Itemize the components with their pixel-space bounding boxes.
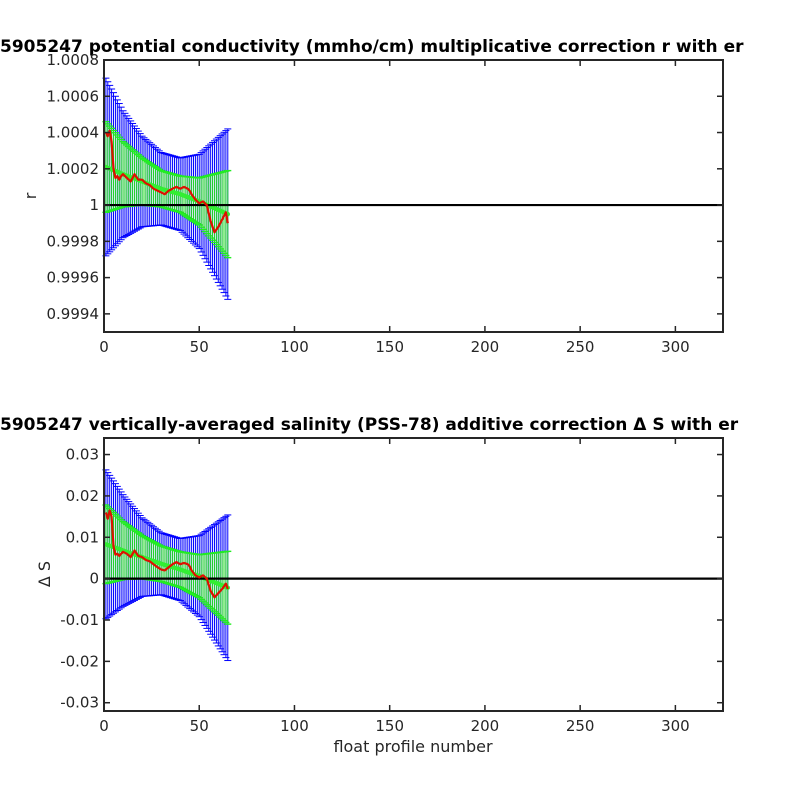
chart-bottom-frame (103, 437, 724, 712)
chart-top-ytick-label: 0.9996 (47, 269, 100, 287)
chart-top-ytick-label: 1.0006 (47, 87, 100, 105)
chart-bottom-xtick-label: 250 (566, 717, 595, 735)
chart-bottom-ytick-label: 0 (89, 570, 99, 588)
chart-top-ytick-label: 0.9998 (47, 232, 100, 250)
chart-top-title: 5905247 potential conductivity (mmho/cm)… (0, 37, 744, 57)
chart-top-xtick-label: 300 (661, 338, 690, 356)
chart-top-xtick-label: 250 (566, 338, 595, 356)
chart-top-xtick-label: 100 (280, 338, 309, 356)
chart-top-series-line (104, 129, 229, 234)
chart-bottom: 5905247 vertically-averaged salinity (PS… (0, 415, 739, 756)
chart-bottom-xtick-label: 200 (471, 717, 500, 735)
chart-top-ytick-label: 1 (89, 196, 99, 214)
chart-bottom-ytick-label: 0.01 (66, 528, 99, 546)
chart-top-xtick-label: 50 (190, 338, 209, 356)
chart-top-ylabel: r (21, 192, 40, 199)
chart-bottom-ytick-label: -0.03 (60, 694, 99, 712)
chart-bottom-xtick-label: 100 (280, 717, 309, 735)
chart-bottom-ylabel: Δ S (35, 561, 54, 587)
chart-bottom-xtick-label: 0 (99, 717, 109, 735)
chart-top-ytick-label: 1.0008 (47, 51, 100, 69)
chart-bottom-xtick-label: 50 (190, 717, 209, 735)
chart-bottom-xlabel: float profile number (333, 737, 493, 756)
chart-top-ytick-label: 0.9994 (47, 305, 100, 323)
chart-top-frame (103, 59, 724, 333)
chart-bottom-ytick-label: -0.02 (60, 652, 99, 670)
chart-top-ytick-label: 1.0002 (47, 160, 100, 178)
chart-top-ytick-label: 1.0004 (47, 124, 100, 142)
chart-bottom-xtick-label: 150 (375, 717, 404, 735)
chart-top-xtick-label: 150 (375, 338, 404, 356)
chart-bottom-ytick-label: 0.02 (66, 487, 99, 505)
chart-bottom-title: 5905247 vertically-averaged salinity (PS… (0, 415, 739, 435)
chart-bottom-xtick-label: 300 (661, 717, 690, 735)
chart-top-xtick-label: 0 (99, 338, 109, 356)
chart-bottom-ytick-label: -0.01 (60, 611, 99, 629)
chart-bottom-ytick-label: 0.03 (66, 446, 99, 464)
chart-bottom-series-line (104, 509, 229, 599)
chart-top: 5905247 potential conductivity (mmho/cm)… (0, 37, 744, 356)
chart-top-xtick-label: 200 (471, 338, 500, 356)
